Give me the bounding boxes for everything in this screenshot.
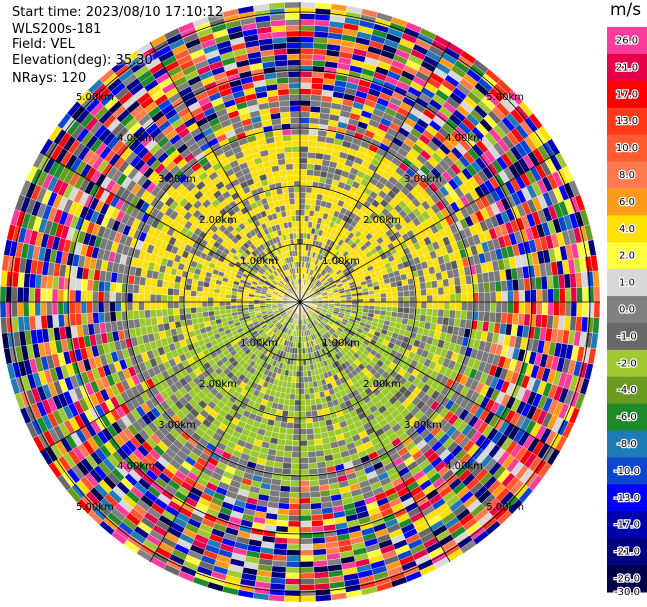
instrument-label: WLS200s-181: [12, 22, 102, 37]
nrays-label: NRays: 120: [12, 71, 87, 86]
ring-label: 3.00km: [158, 420, 196, 431]
colorbar-tick-label: 1.0: [619, 278, 635, 289]
colorbar-segment: [607, 430, 647, 458]
ring-label: 1.00km: [322, 338, 360, 349]
colorbar-segment: [607, 538, 647, 566]
colorbar-tick-label: 26.0: [616, 36, 638, 47]
colorbar-segment: [607, 27, 647, 55]
colorbar-tick-label: -17.0: [614, 520, 640, 531]
colorbar-tick-label: -30.0: [614, 587, 640, 598]
colorbar-tick-label: 10.0: [616, 143, 638, 154]
ring-label: 4.00km: [117, 133, 155, 144]
ring-label: 3.00km: [404, 174, 442, 185]
ring-label: 5.00km: [486, 502, 524, 513]
azimuth-line: [39, 151, 561, 453]
colorbar-segment: [607, 80, 647, 109]
ring-label: 3.00km: [404, 420, 442, 431]
colorbar-segment: [607, 565, 647, 593]
ring-label: 5.00km: [486, 92, 524, 103]
colorbar-tick-label: 6.0: [619, 197, 635, 208]
colorbar-segment: [607, 107, 647, 136]
ring-label: 4.00km: [445, 461, 483, 472]
ring-label: 3.00km: [158, 174, 196, 185]
ring-label: 5.00km: [76, 502, 114, 513]
colorbar-segment: [607, 349, 647, 378]
field-label: Field: VEL: [12, 37, 75, 52]
colorbar-tick-label: 17.0: [616, 89, 638, 100]
colorbar-segment: [607, 242, 647, 270]
colorbar-tick-label: 21.0: [616, 62, 638, 73]
ring-label: 2.00km: [199, 215, 237, 226]
colorbar-tick-label: -10.0: [614, 466, 640, 477]
elevation-label: Elevation(deg): 35.30: [12, 53, 153, 68]
colorbar-segment: [607, 403, 647, 432]
ring-label: 2.00km: [199, 379, 237, 390]
colorbar-tick-label: -13.0: [614, 493, 640, 504]
colorbar-tick-label: -21.0: [614, 547, 640, 558]
colorbar-tick-label: -26.0: [614, 574, 640, 585]
colorbar-segment: [607, 134, 647, 163]
ring-label: 4.00km: [117, 461, 155, 472]
ring-label: 1.00km: [240, 338, 278, 349]
colorbar-segment: [607, 53, 647, 82]
ring-label: 2.00km: [363, 379, 401, 390]
colorbar-tick-label: -2.0: [617, 358, 637, 369]
velocity-colorbar: 26.0 21.0 17.0 13.0 10.0 8.0 6.0 4.0 2.0 1.0 0.0 -1…: [607, 27, 647, 599]
start-time-label: Start time: 2023/08/10 17:10:12: [12, 5, 224, 20]
colorbar-segment: [607, 457, 647, 485]
colorbar-tick-label: -8.0: [617, 439, 637, 450]
colorbar-segment: [607, 376, 647, 405]
colorbar-tick-label: 4.0: [619, 224, 635, 235]
ring-label: 1.00km: [240, 256, 278, 267]
ring-label: 1.00km: [322, 256, 360, 267]
colorbar-tick-label: -1.0: [617, 331, 637, 342]
colorbar-segment: [607, 215, 647, 243]
ring-label: 5.00km: [76, 92, 114, 103]
colorbar-tick-label: 2.0: [619, 251, 635, 262]
colorbar-unit: m/s: [610, 0, 642, 20]
range-ring-labels: 1.00km 1.00km 1.00km 1.00km 2.00km 2.00km 2.00…: [76, 92, 524, 513]
range-grid: [0, 2, 600, 602]
colorbar-segment: [607, 511, 647, 539]
colorbar-segment: [607, 188, 647, 216]
colorbar-segment: [607, 322, 647, 351]
colorbar-segment: [607, 296, 647, 324]
colorbar-tick-label: -4.0: [617, 385, 637, 396]
colorbar-tick-label: -6.0: [617, 412, 637, 423]
colorbar-tick-label: 13.0: [616, 116, 638, 127]
colorbar-tick-label: 0.0: [619, 305, 635, 316]
colorbar-segment: [607, 161, 647, 189]
ring-label: 2.00km: [363, 215, 401, 226]
colorbar-tick-label: 8.0: [619, 170, 635, 181]
colorbar-segment: [607, 269, 647, 297]
colorbar-segment: [607, 484, 647, 512]
ring-label: 4.00km: [445, 133, 483, 144]
